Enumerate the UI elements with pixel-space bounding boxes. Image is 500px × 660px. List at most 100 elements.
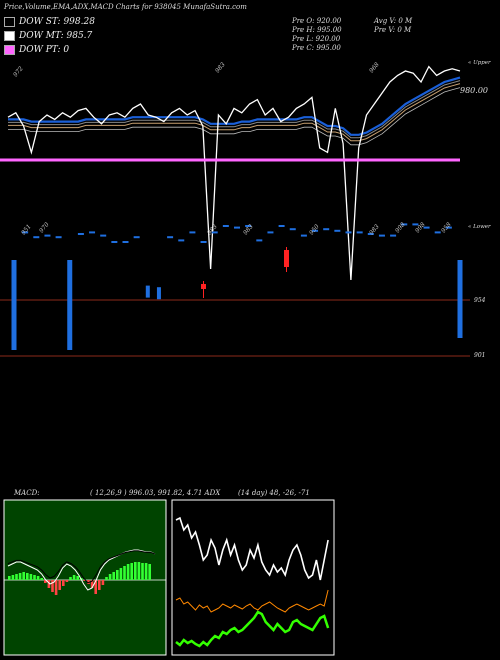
macd-line	[7, 549, 156, 591]
volume-bar	[133, 236, 140, 239]
macd-histogram-bar	[8, 576, 11, 580]
volume-bar	[122, 241, 129, 243]
adx-values: (14 day) 48, -26, -71	[238, 489, 310, 497]
volume-bar	[55, 236, 62, 239]
ema-line-grey	[8, 80, 461, 139]
macd-histogram-bar	[94, 580, 97, 594]
ema-line-white-thin	[8, 87, 461, 146]
ohlc-open: Pre O: 920.00	[292, 17, 342, 25]
macd-histogram-bar	[72, 575, 76, 580]
legend-swatch-dow-mt	[4, 31, 15, 41]
macd-histogram-bar	[123, 566, 126, 580]
legend-label-dow-st: DOW ST: 998.28	[19, 17, 95, 27]
legend-swatch-dow-pt	[4, 45, 15, 55]
macd-histogram-bar	[18, 573, 22, 580]
price-level-label: 980.00	[460, 86, 488, 95]
volume-bar	[200, 241, 207, 243]
macd-histogram-bar	[62, 580, 65, 586]
volume-bar	[300, 234, 307, 237]
macd-histogram-bar	[44, 580, 47, 583]
volume-bar	[445, 226, 452, 229]
macd-values: ( 12,26,9 ) 996.03, 991.82, 4.71 ADX	[90, 489, 221, 497]
avg-volume: Avg V: 0 M	[374, 17, 413, 25]
volume-bar	[211, 231, 218, 234]
macd-signal-line	[7, 550, 156, 584]
volume-bar	[67, 260, 73, 350]
legend-dow-st: DOW ST: 998.28	[4, 17, 95, 27]
volume-bar	[378, 234, 385, 237]
volume-bar	[234, 226, 240, 229]
volume-bar	[33, 236, 40, 239]
macd-histogram-bar	[101, 580, 105, 585]
macd-histogram-bar	[108, 574, 112, 580]
pre-volume: Pre V: 0 M	[374, 26, 412, 34]
macd-histogram-bar	[76, 576, 79, 580]
volume-bar	[312, 229, 319, 232]
macd-histogram-bar	[141, 563, 144, 580]
macd-histogram-bar	[29, 574, 33, 580]
ohlc-close: Pre C: 995.00	[292, 44, 341, 52]
macd-histogram-bar	[144, 563, 148, 580]
volume-bar	[334, 229, 341, 232]
legend-label-dow-mt: DOW MT: 985.7	[19, 31, 93, 41]
macd-histogram-bar	[134, 562, 137, 580]
volume-bar	[289, 228, 296, 231]
volume-bar	[367, 233, 374, 235]
volume-bar	[167, 236, 174, 239]
macd-histogram-bar	[105, 577, 108, 580]
macd-histogram-bar	[22, 572, 25, 580]
volume-bar	[256, 239, 263, 242]
legend-swatch-dow-st	[4, 17, 15, 27]
volume-bar	[22, 231, 29, 234]
volume-bar	[111, 241, 118, 243]
macd-histogram-bar	[47, 580, 51, 588]
macd-histogram-bar	[69, 577, 72, 580]
macd-histogram-bar	[15, 574, 18, 580]
volume-bar	[457, 260, 463, 338]
volume-bar	[44, 234, 51, 237]
volume-bar	[412, 223, 419, 226]
volume-bar	[178, 239, 185, 242]
volume-bar	[356, 231, 363, 234]
level-954-label: 954	[474, 297, 486, 304]
macd-histogram-bar	[126, 564, 130, 580]
macd-histogram-bar	[11, 575, 15, 580]
ohlc-low: Pre L: 920.00	[292, 35, 341, 43]
volume-bar	[390, 234, 397, 237]
legend-label-dow-pt: DOW PT: 0	[19, 45, 70, 55]
macd-histogram-bar	[36, 576, 40, 580]
price-line	[7, 65, 461, 281]
macd-histogram-bar	[51, 580, 54, 592]
volume-bar	[267, 231, 274, 234]
macd-histogram-bar	[33, 575, 36, 580]
volume-bar	[156, 287, 161, 300]
legend-dow-pt: DOW PT: 0	[4, 45, 69, 55]
volume-bar	[189, 231, 196, 234]
macd-histogram-bar	[137, 562, 141, 580]
macd-histogram-bar	[119, 568, 123, 580]
macd-histogram-bar	[112, 572, 115, 580]
macd-label: MACD:	[14, 489, 40, 497]
adx-plus-di-line	[175, 610, 330, 648]
macd-histogram-bar	[26, 573, 29, 580]
lower-band-label: « Lower	[468, 224, 491, 230]
volume-bar	[222, 225, 229, 227]
macd-histogram-bar	[98, 580, 101, 590]
adx-minus-di-line	[175, 589, 329, 613]
chart-title: Price,Volume,EMA,ADX,MACD Charts for 938…	[4, 3, 247, 11]
ohlc-high: Pre H: 995.00	[292, 26, 342, 34]
ema-line-blue	[8, 76, 461, 136]
macd-histogram-bar	[90, 580, 94, 588]
macd-histogram-bar	[148, 564, 151, 580]
volume-bar	[11, 260, 17, 350]
legend-dow-mt: DOW MT: 985.7	[4, 31, 92, 41]
volume-bar	[401, 223, 408, 226]
macd-histogram-bar	[65, 580, 69, 582]
volume-bar	[89, 231, 96, 234]
macd-histogram-bar	[130, 563, 133, 580]
adx-line	[175, 516, 329, 581]
volume-bar	[345, 231, 352, 234]
volume-bar	[423, 226, 430, 229]
